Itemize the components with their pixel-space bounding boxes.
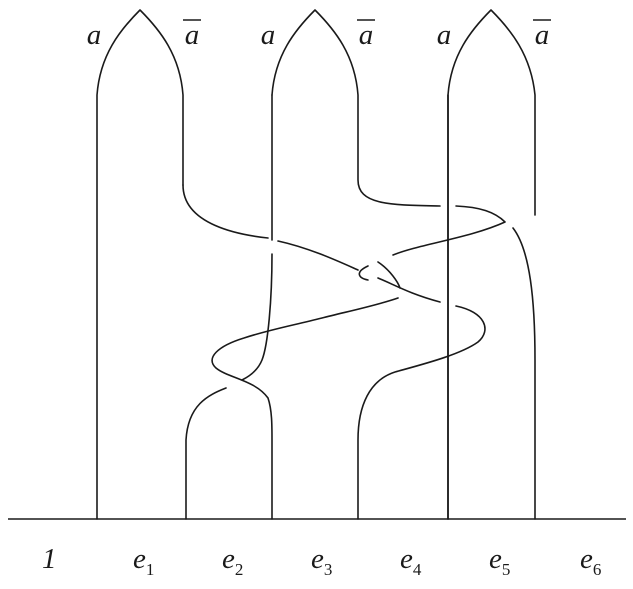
bottom-labels: 1 e1 e2 e3 e4 e5 e6 [42,543,601,579]
bottom-label-base: e [222,543,235,575]
top-label-1: a [87,19,102,51]
strand-a1bar [277,240,359,271]
bottom-label-6: e5 [489,543,510,579]
bottom-label-2: e1 [133,543,154,579]
bottom-label-subscript: 3 [324,560,333,579]
bottom-label-7: e6 [580,543,601,579]
strand-a2bar [392,205,506,256]
top-label-3: a [261,19,276,51]
bottom-label-subscript: 5 [502,560,511,579]
bottom-label-base: 1 [42,543,57,575]
bottom-label-subscript: 4 [413,560,422,579]
bottom-label-3: e2 [222,543,243,579]
strand-a2-left-b [241,253,273,381]
strand-a2bar-b [358,265,369,281]
bottom-label-base: e [489,543,502,575]
top-label-6: a [535,19,550,51]
cap-2 [182,184,269,239]
bottom-label-subscript: 6 [593,560,602,579]
cap-1 [96,9,184,520]
cap-3-arch [447,9,536,520]
bottom-label-subscript: 2 [235,560,244,579]
bottom-label-base: e [133,543,146,575]
top-label-2: a [185,19,200,51]
bottom-label-base: e [400,543,413,575]
strand-a1bar-c [357,305,486,520]
bottom-label-5: e4 [400,543,422,579]
bottom-label-1: 1 [42,543,57,575]
strand-a3bar [512,227,536,520]
bottom-label-base: e [311,543,324,575]
strand-a2-left-c [185,387,227,520]
bottom-label-subscript: 1 [146,560,155,579]
cap-2-arch [271,9,441,207]
top-label-5: a [437,19,452,51]
bottom-label-4: e3 [311,543,332,579]
strand-a2bar-c [377,261,401,289]
strand-a1bar-b [377,277,441,303]
top-label-4: a [359,19,374,51]
strand-twist-upper [211,297,399,520]
bottom-label-base: e [580,543,593,575]
